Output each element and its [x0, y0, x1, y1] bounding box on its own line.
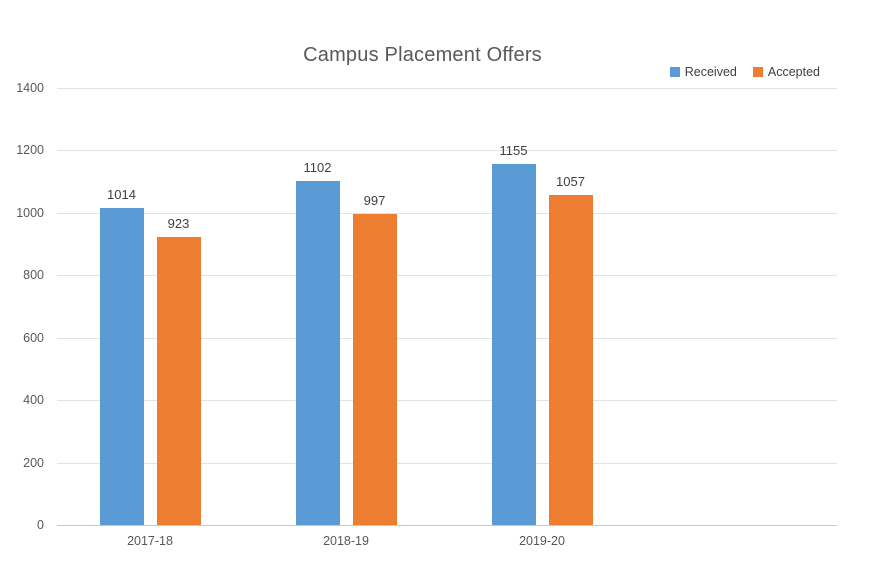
bar-received-2018-19 [295, 181, 340, 525]
data-label: 1155 [499, 143, 528, 159]
y-gridline [57, 400, 837, 402]
bar-accepted-2018-19 [352, 213, 397, 525]
bar-received-2017-18 [99, 208, 144, 525]
y-gridline [57, 212, 837, 214]
chart-legend: Received Accepted [669, 65, 820, 79]
x-axis-line [57, 525, 837, 526]
data-label: 1014 [107, 187, 136, 203]
y-axis-tick-label: 1000 [16, 205, 44, 220]
data-label: 997 [363, 192, 386, 208]
bar-accepted-2019-20 [548, 195, 593, 525]
legend-label-received: Received [684, 65, 737, 79]
y-axis-tick-label: 800 [23, 268, 44, 283]
legend-item-received: Received [669, 65, 737, 79]
y-axis-tick-label: 200 [23, 455, 44, 470]
x-axis-category-label: 2019-20 [519, 534, 565, 548]
bar-accepted-2017-18 [156, 236, 201, 525]
y-gridline [57, 88, 837, 89]
y-gridline [57, 462, 837, 464]
y-axis-tick-label: 600 [23, 330, 44, 345]
chart-title: Campus Placement Offers [303, 44, 542, 66]
y-axis-tick-label: 0 [37, 518, 44, 532]
y-axis-tick-label: 1200 [16, 143, 44, 158]
y-axis-tick-label: 1400 [16, 81, 44, 95]
y-gridline [57, 275, 837, 277]
y-axis-tick-label: 400 [23, 393, 44, 408]
data-label: 1057 [556, 174, 585, 190]
legend-item-accepted: Accepted [752, 65, 820, 79]
bar-received-2019-20 [491, 164, 536, 525]
x-axis-category-label: 2017-18 [127, 534, 173, 548]
x-axis-category-label: 2018-19 [323, 534, 369, 548]
legend-swatch-received [669, 67, 680, 77]
y-gridline [57, 337, 837, 339]
legend-label-accepted: Accepted [767, 65, 820, 79]
y-gridline [57, 150, 837, 152]
legend-swatch-accepted [752, 67, 763, 77]
data-label: 1102 [303, 160, 332, 176]
data-label: 923 [167, 215, 190, 231]
